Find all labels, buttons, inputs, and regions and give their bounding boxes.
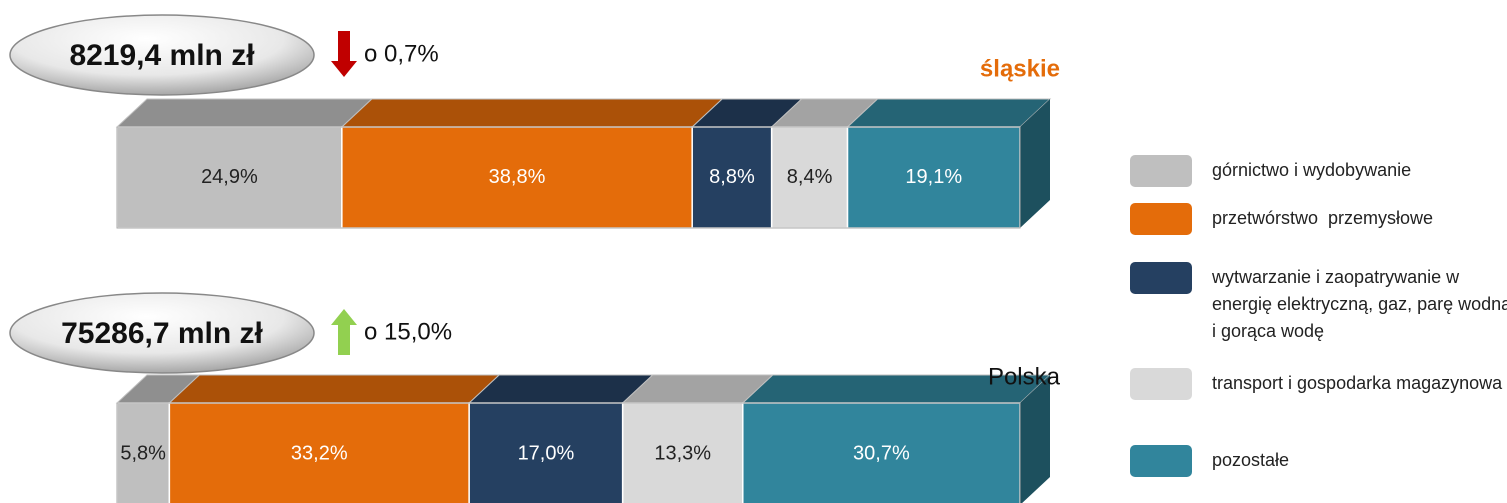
bar-top-face [467,374,654,404]
segment-label: 8,8% [709,166,755,188]
total-value: 75286,7 mln zł [61,317,263,350]
total-bubble [9,14,315,96]
segment-label: 13,3% [654,442,711,464]
legend-swatch [1130,368,1192,400]
bar-segment [621,402,744,503]
segment-label: 19,1% [905,166,962,188]
bar-side-face [1020,99,1050,228]
legend-swatch [1130,155,1192,187]
segment-label: 38,8% [489,166,546,188]
change-arrow [331,309,357,355]
legend-item: górnictwo i wydobywanie [1130,155,1507,187]
segment-label: 33,2% [291,442,348,464]
change-value: o 0,7% [364,40,439,67]
segment-label: 17,0% [518,442,575,464]
legend-label: górnictwo i wydobywanie [1212,160,1412,180]
legend-item: wytwarzanie i zaopatrywanie w energię el… [1130,262,1507,345]
change-arrow [331,31,357,77]
legend-swatch [1130,203,1192,235]
legend-swatch [1130,445,1192,477]
bar-outline [116,402,1021,503]
bar-top-face [115,98,374,128]
total-bubble [9,292,315,374]
bar-segment [691,126,773,229]
legend-item: pozostałe [1130,445,1507,477]
category-label: Polska [988,363,1061,390]
bar-segment [168,402,470,503]
bar-side-face [1020,375,1050,503]
legend-label: przetwórstwo przemysłowe [1212,208,1434,228]
bar-segment [341,126,693,229]
total-value: 8219,4 mln zł [69,39,255,72]
legend-item: przetwórstwo przemysłowe [1130,203,1507,235]
segment-label: 5,8% [120,442,166,464]
legend-label: transport i gospodarka magazynowa [1212,373,1503,393]
legend-swatch [1130,262,1192,294]
category-label: śląskie [980,55,1060,82]
bar-top-face [168,374,501,404]
legend-label: wytwarzanie i zaopatrywanie w energię el… [1212,267,1507,341]
bar-top-face [846,98,1052,128]
bar-segment [846,126,1021,229]
bar-top-face [340,98,724,128]
bar-segment [116,126,343,229]
segment-label: 30,7% [853,442,910,464]
segment-label: 8,4% [787,166,833,188]
segment-label: 24,9% [201,166,258,188]
change-value: o 15,0% [364,318,452,345]
bar-outline [116,126,1021,229]
legend-label: pozostałe [1212,450,1290,470]
legend-item: transport i gospodarka magazynowa [1130,368,1507,400]
